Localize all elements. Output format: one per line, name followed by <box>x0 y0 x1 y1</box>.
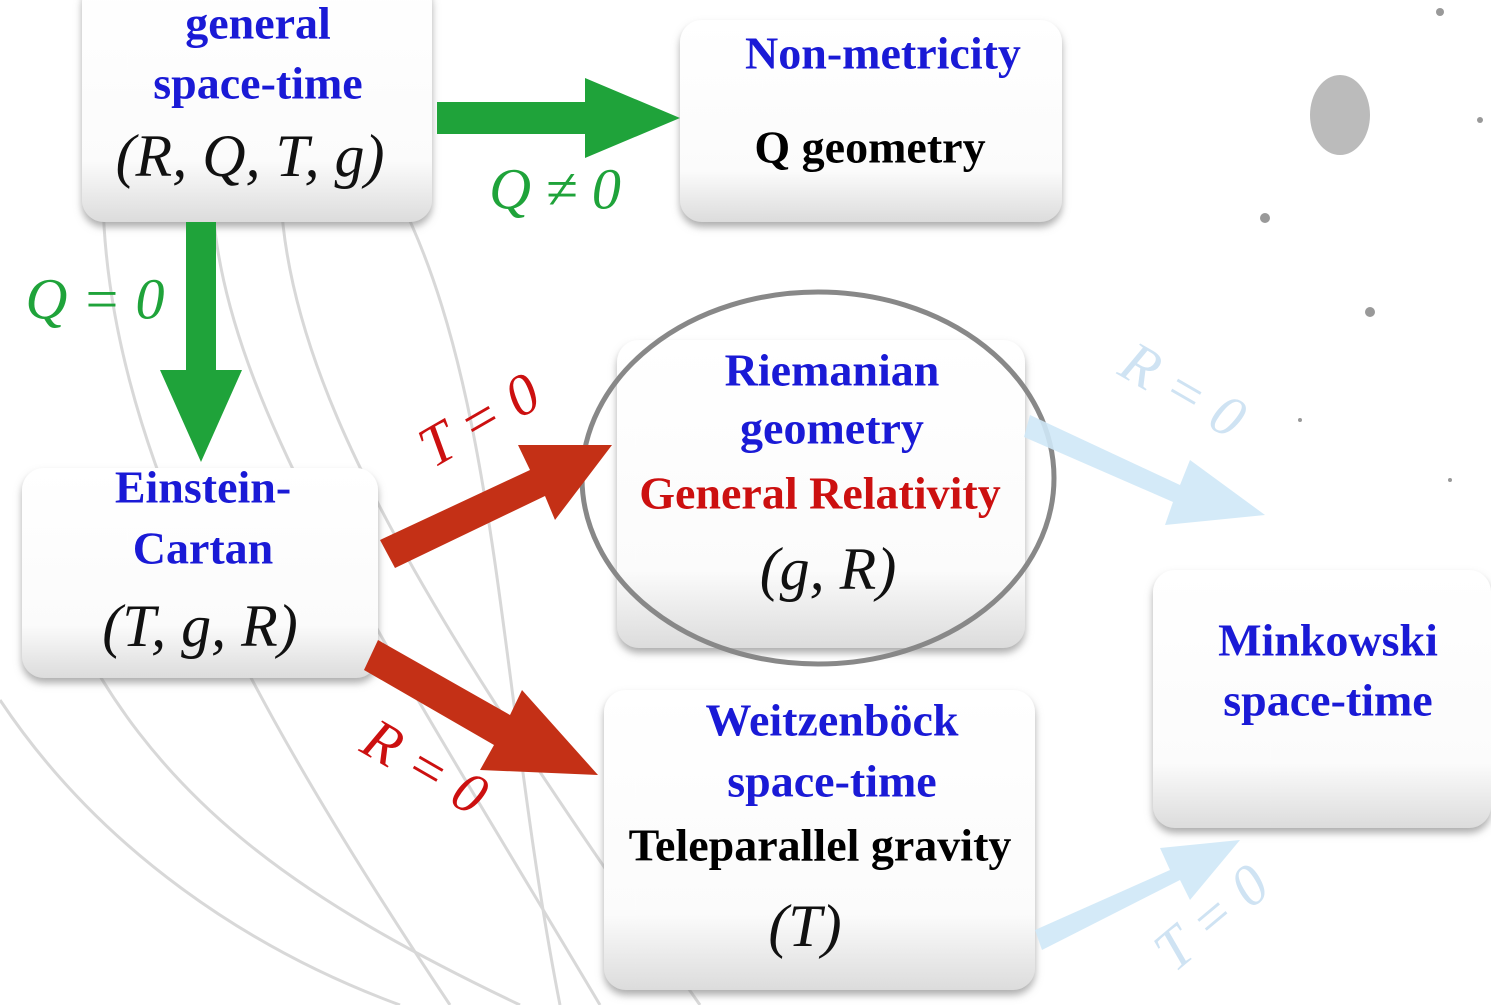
node-math: (R, Q, T, g) <box>116 123 385 189</box>
node-subtitle: Teleparallel gravity <box>629 820 1012 871</box>
node-title: geometry <box>740 403 924 454</box>
node-title: Einstein- <box>115 462 291 513</box>
edge-label: Q = 0 <box>25 266 164 331</box>
edge-label: Q ≠ 0 <box>489 156 621 221</box>
node-title: general <box>185 0 331 49</box>
node-subtitle: General Relativity <box>639 468 1001 519</box>
node-title: Cartan <box>133 523 274 574</box>
edge-label: R = 0 <box>1109 328 1257 451</box>
node-title: Riemanian <box>725 345 940 396</box>
node-subtitle: Q geometry <box>754 122 985 173</box>
node-title: space-time <box>727 756 936 807</box>
node-title: space-time <box>153 58 362 109</box>
node-math: (T, g, R) <box>102 593 298 659</box>
node-title: Weitzenböck <box>706 695 959 746</box>
node-title: Non-metricity <box>745 28 1021 79</box>
stars <box>1260 8 1483 482</box>
node-title: Minkowski <box>1218 615 1438 666</box>
node-math: (T) <box>768 893 841 959</box>
node-title: space-time <box>1223 675 1432 726</box>
node-math: (g, R) <box>760 536 897 602</box>
diagram: general space-time (R, Q, T, g) Non-metr… <box>0 0 1491 1005</box>
